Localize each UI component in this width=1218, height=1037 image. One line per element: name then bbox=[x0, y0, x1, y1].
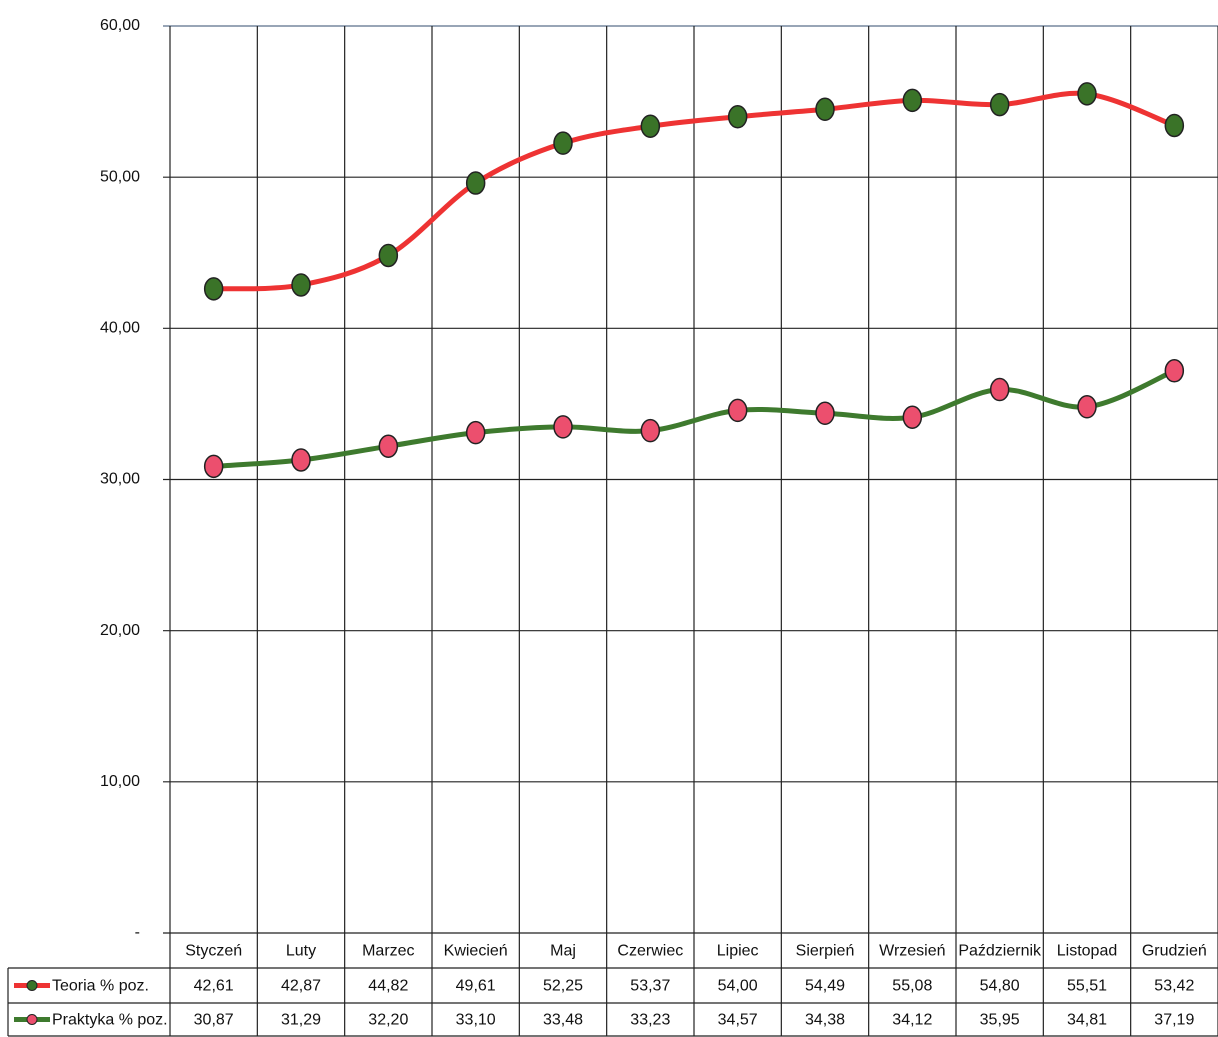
category-label: Styczeń bbox=[185, 943, 242, 960]
table-value: 34,38 bbox=[805, 1012, 845, 1029]
point-marker bbox=[1077, 395, 1097, 419]
category-label: Maj bbox=[550, 943, 576, 960]
point-marker bbox=[553, 131, 573, 155]
point-marker bbox=[291, 448, 311, 472]
table-value: 42,87 bbox=[281, 978, 321, 995]
table-value: 33,48 bbox=[543, 1012, 583, 1029]
point-marker bbox=[815, 97, 835, 122]
table-value: 31,29 bbox=[281, 1012, 321, 1029]
table-value: 34,57 bbox=[718, 1012, 758, 1029]
point-marker bbox=[1164, 359, 1185, 383]
table-value: 44,82 bbox=[368, 978, 408, 995]
point-marker bbox=[378, 434, 399, 458]
y-tick-label: 60,00 bbox=[100, 17, 140, 34]
y-tick-label: 30,00 bbox=[100, 471, 140, 488]
category-label: Marzec bbox=[362, 943, 414, 960]
table-value: 42,61 bbox=[194, 978, 234, 995]
table-value: 54,80 bbox=[980, 978, 1020, 995]
point-marker bbox=[291, 273, 311, 297]
point-marker bbox=[727, 104, 748, 129]
table-value: 34,81 bbox=[1067, 1012, 1107, 1029]
y-tick-label: 10,00 bbox=[100, 773, 140, 790]
table-value: 33,10 bbox=[456, 1012, 496, 1029]
y-tick-label: 40,00 bbox=[100, 320, 140, 337]
table-value: 53,42 bbox=[1154, 978, 1194, 995]
point-marker bbox=[1077, 82, 1097, 106]
point-marker bbox=[553, 415, 573, 439]
y-tick-label: - bbox=[135, 924, 140, 941]
table-value: 54,49 bbox=[805, 978, 845, 995]
point-marker bbox=[203, 454, 224, 479]
table-value: 32,20 bbox=[368, 1012, 408, 1029]
table-value: 52,25 bbox=[543, 978, 583, 995]
point-marker bbox=[989, 377, 1010, 402]
table-value: 37,19 bbox=[1154, 1012, 1194, 1029]
legend-marker bbox=[26, 1014, 38, 1025]
table-value: 35,95 bbox=[980, 1012, 1020, 1029]
table-value: 49,61 bbox=[456, 978, 496, 995]
table-value: 34,12 bbox=[892, 1012, 932, 1029]
y-tick-label: 50,00 bbox=[100, 168, 140, 185]
point-marker bbox=[640, 114, 661, 138]
legend-label: Praktyka % poz. bbox=[52, 1012, 168, 1029]
table-value: 55,08 bbox=[892, 978, 932, 995]
table-value: 33,23 bbox=[630, 1012, 670, 1029]
table-value: 54,00 bbox=[718, 978, 758, 995]
point-marker bbox=[989, 92, 1010, 117]
legend-label: Teoria % poz. bbox=[52, 978, 149, 995]
point-marker bbox=[815, 401, 835, 426]
category-label: Czerwiec bbox=[617, 943, 683, 960]
table-value: 30,87 bbox=[194, 1012, 234, 1029]
point-marker bbox=[640, 418, 661, 443]
point-marker bbox=[203, 277, 224, 301]
point-marker bbox=[902, 405, 923, 429]
point-marker bbox=[1164, 113, 1185, 138]
category-label: Listopad bbox=[1057, 943, 1118, 960]
point-marker bbox=[465, 171, 486, 195]
category-label: Wrzesień bbox=[879, 943, 945, 960]
category-label: Kwiecień bbox=[444, 943, 508, 960]
table-value: 53,37 bbox=[630, 978, 670, 995]
legend-marker bbox=[26, 980, 38, 991]
category-label: Grudzień bbox=[1142, 943, 1207, 960]
table-value: 55,51 bbox=[1067, 978, 1107, 995]
y-tick-label: 20,00 bbox=[100, 622, 140, 639]
point-marker bbox=[465, 420, 486, 445]
point-marker bbox=[727, 398, 748, 423]
point-marker bbox=[378, 243, 399, 268]
category-label: Luty bbox=[286, 943, 316, 960]
point-marker bbox=[902, 88, 923, 113]
category-label: Lipiec bbox=[717, 943, 759, 960]
category-label: Październik bbox=[958, 943, 1042, 960]
category-label: Sierpień bbox=[796, 943, 855, 960]
